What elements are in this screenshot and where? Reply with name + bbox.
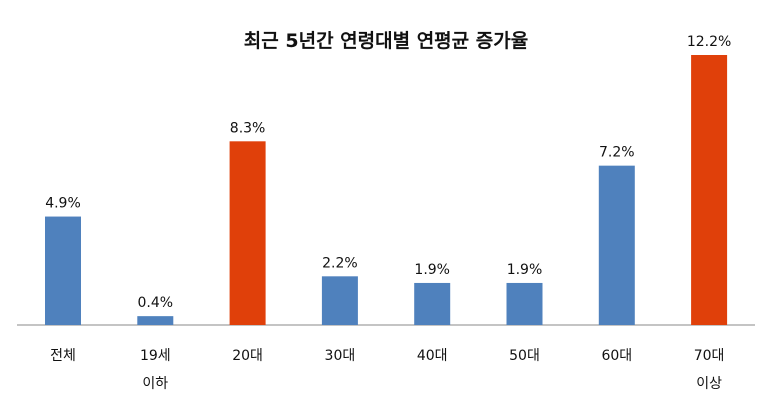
x-tick-label: 30대	[325, 348, 356, 364]
x-tick-label: 60대	[601, 348, 632, 364]
bar	[506, 282, 543, 325]
x-tick-label: 40대	[417, 348, 448, 364]
x-tick-label: 20대	[232, 348, 263, 364]
label-line: 이하	[142, 376, 168, 392]
value-label: 2.2%	[322, 255, 358, 271]
label-line: 이상	[696, 376, 722, 392]
label-line: 70대	[694, 348, 725, 364]
chart-title: 최근 5년간 연령대별 연평균 증가율	[244, 30, 528, 52]
x-tick-label: 전체	[50, 348, 76, 364]
bar	[321, 276, 358, 325]
bar	[691, 55, 728, 325]
bar	[137, 316, 174, 325]
label-line: 19세	[140, 348, 171, 364]
value-label: 8.3%	[230, 120, 266, 136]
value-label: 1.9%	[507, 262, 543, 278]
bar	[229, 141, 266, 325]
value-label: 0.4%	[138, 295, 174, 311]
bar	[598, 165, 635, 325]
value-label: 12.2%	[687, 34, 731, 50]
value-label: 4.9%	[45, 196, 81, 212]
value-label: 7.2%	[599, 145, 635, 161]
bar	[414, 282, 451, 325]
x-tick-label: 50대	[509, 348, 540, 364]
value-label: 1.9%	[414, 262, 450, 278]
bar	[45, 216, 81, 325]
